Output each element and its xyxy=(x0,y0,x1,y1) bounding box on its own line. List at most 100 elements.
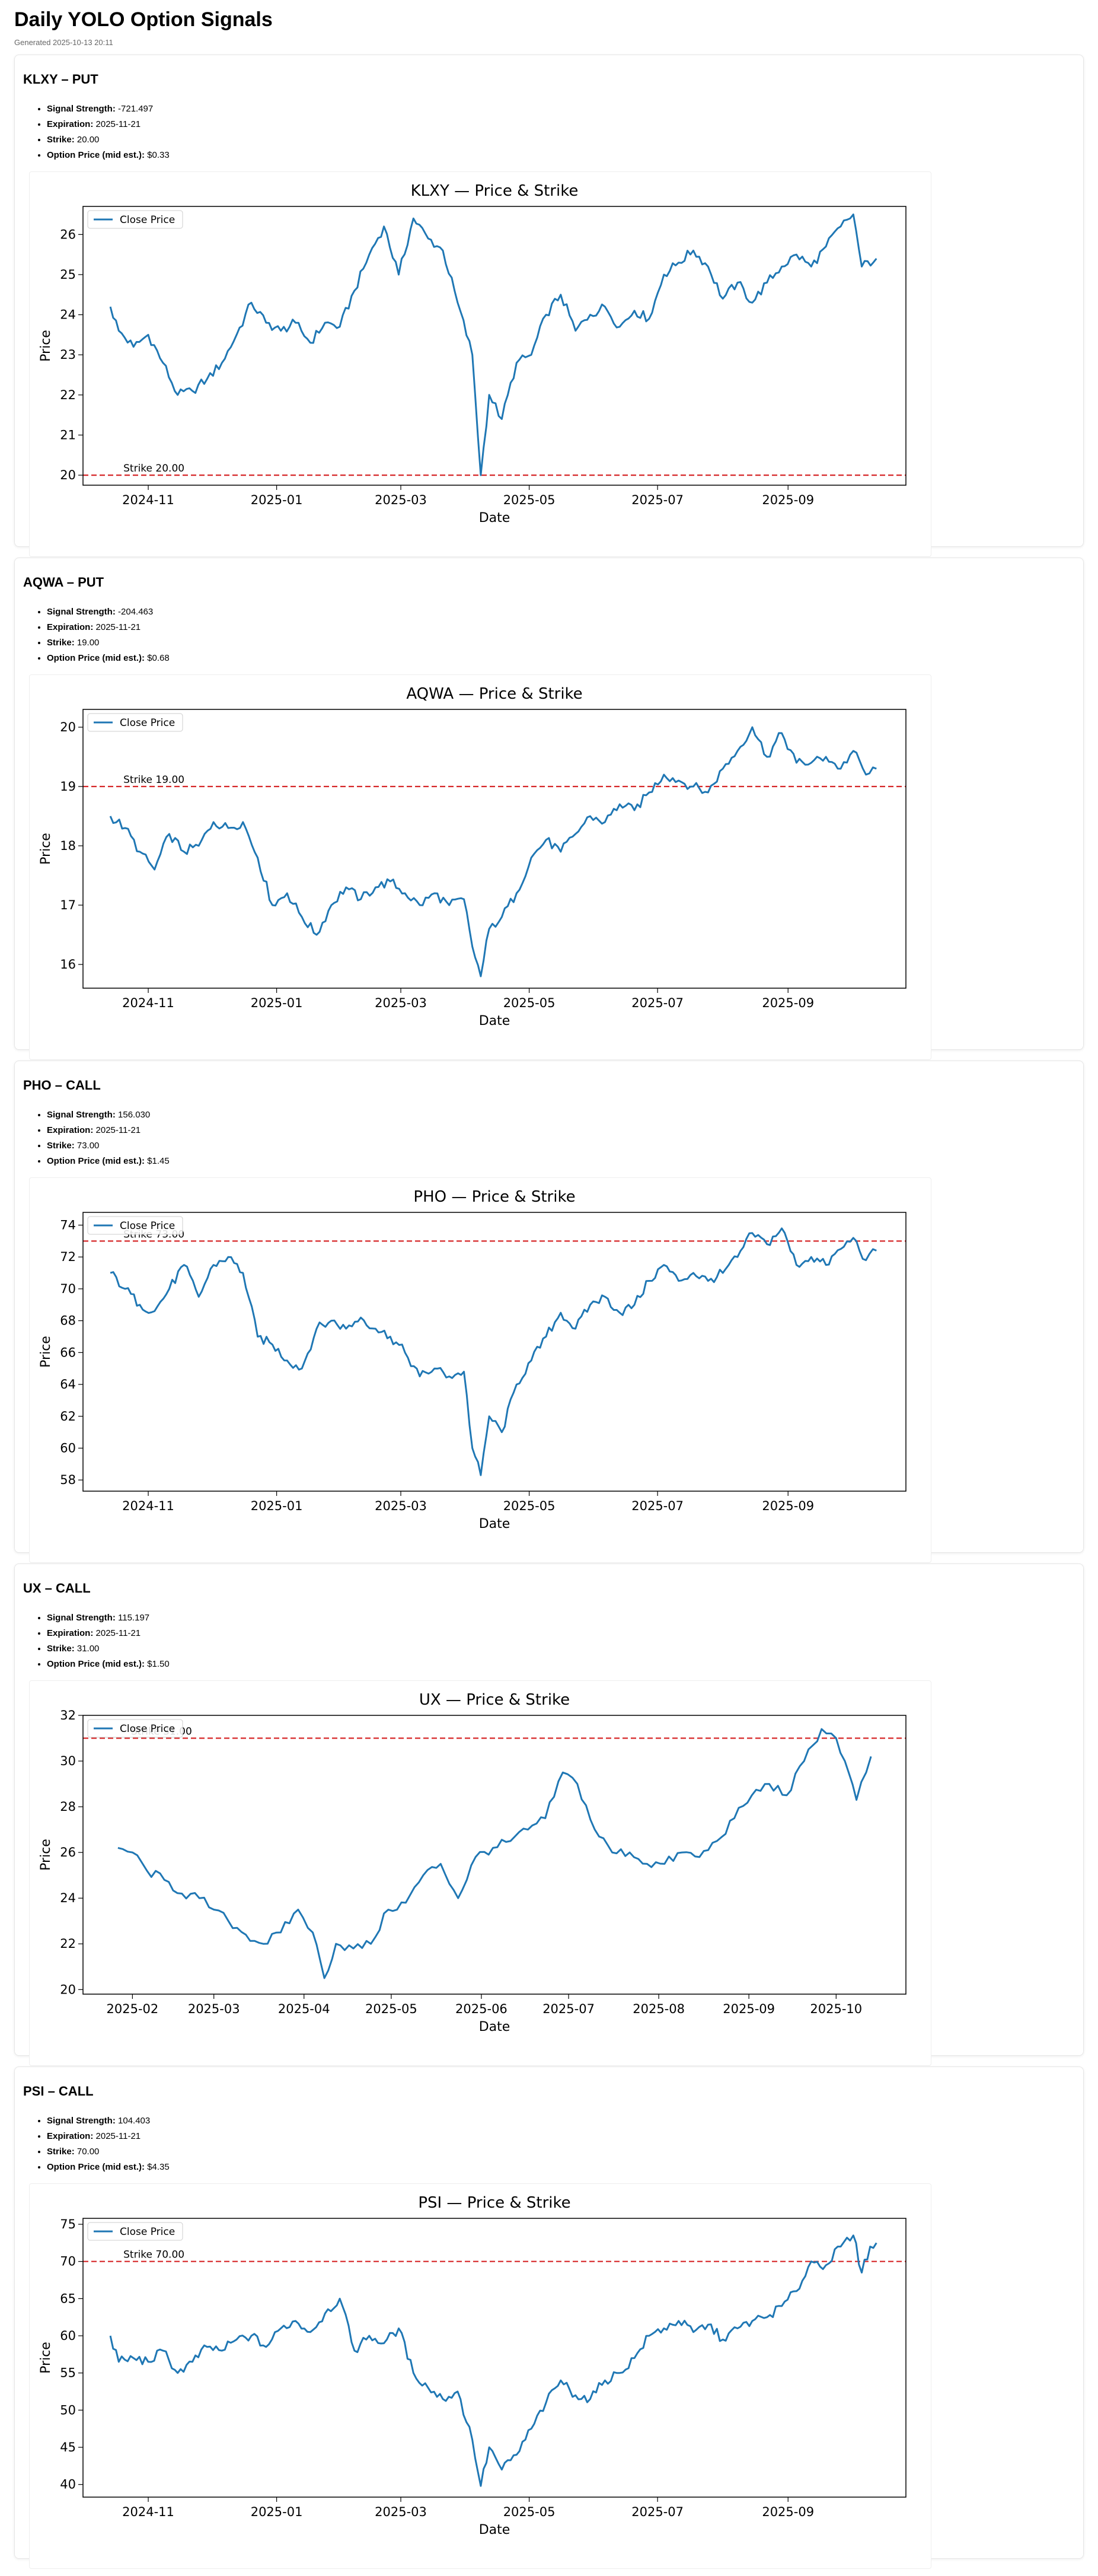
legend-box xyxy=(87,2222,183,2241)
strike-label: Strike: xyxy=(47,638,75,648)
close-price-line xyxy=(110,1227,877,1476)
x-tick-label: 2025-08 xyxy=(633,2002,685,2016)
legend: Close Price xyxy=(87,210,183,229)
y-axis-label: Price xyxy=(39,2342,53,2374)
expiration-label: Expiration: xyxy=(47,1628,94,1638)
x-tick-label: 2025-05 xyxy=(365,2002,417,2016)
x-tick-label: 2025-07 xyxy=(631,1499,684,1513)
option-price-label: Option Price (mid est.): xyxy=(47,150,145,160)
option-price-row: Option Price (mid est.): $4.35 xyxy=(47,2160,170,2175)
y-tick-label: 25 xyxy=(60,268,76,282)
x-tick-label: 2025-07 xyxy=(631,493,684,507)
chart-title: UX — Price & Strike xyxy=(419,1691,570,1709)
x-tick-label: 2025-01 xyxy=(251,996,303,1010)
x-tick-label: 2025-03 xyxy=(188,2002,240,2016)
y-tick-label: 23 xyxy=(60,348,76,362)
y-tick-label: 22 xyxy=(60,388,76,402)
option-price-label: Option Price (mid est.): xyxy=(47,2162,145,2172)
expiration-row: Expiration: 2025-11-21 xyxy=(47,1123,170,1138)
signal-card: UX – CALLSignal Strength: 115.197Expirat… xyxy=(14,1564,1084,2066)
x-tick-label: 2025-09 xyxy=(762,1499,814,1513)
x-tick-label: 2025-10 xyxy=(810,2002,862,2016)
expiration-value: 2025-11-21 xyxy=(95,1125,141,1135)
x-tick-label: 2025-07 xyxy=(631,996,684,1010)
signal-strength-value: -721.497 xyxy=(118,104,154,114)
signal-card: AQWA – PUTSignal Strength: -204.463Expir… xyxy=(14,558,1084,1060)
option-price-row: Option Price (mid est.): $1.50 xyxy=(47,1657,170,1672)
strike-row: Strike: 19.00 xyxy=(47,635,170,651)
strike-row: Strike: 70.00 xyxy=(47,2144,170,2160)
x-tick-label: 2024-11 xyxy=(122,493,174,507)
option-price-value: $4.35 xyxy=(147,2162,170,2172)
signal-strength-value: 104.403 xyxy=(118,2116,151,2126)
signal-strength-row: Signal Strength: 156.030 xyxy=(47,1107,170,1123)
legend-box xyxy=(87,713,183,732)
plot-frame xyxy=(82,1212,907,1492)
signal-strength-row: Signal Strength: 104.403 xyxy=(47,2113,170,2129)
plot-frame xyxy=(82,709,907,989)
price-chart: KLXY — Price & Strike 20 21 22 23 24 25 26 2024-… xyxy=(29,171,931,557)
legend-label: Close Price xyxy=(120,1723,175,1735)
chart-title: PHO — Price & Strike xyxy=(413,1188,575,1206)
legend-label: Close Price xyxy=(120,2226,175,2238)
legend-label: Close Price xyxy=(120,717,175,729)
plot-area xyxy=(83,1715,906,1994)
option-price-label: Option Price (mid est.): xyxy=(47,653,145,663)
expiration-label: Expiration: xyxy=(47,1125,94,1135)
chart-title: AQWA — Price & Strike xyxy=(406,685,582,703)
x-tick-label: 2025-05 xyxy=(503,996,556,1010)
signal-card: KLXY – PUTSignal Strength: -721.497Expir… xyxy=(14,55,1084,557)
y-tick-label: 66 xyxy=(60,1345,76,1359)
option-price-value: $0.33 xyxy=(147,150,170,160)
page-title: Daily YOLO Option Signals xyxy=(14,8,273,31)
x-tick-label: 2025-09 xyxy=(762,2505,814,2519)
price-chart-svg: UX — Price & Strike 20 22 24 26 28 30 32 2025-02… xyxy=(39,1691,907,2034)
strike-label: Strike: xyxy=(47,135,75,145)
y-tick-label: 70 xyxy=(60,1282,76,1296)
legend: Close Price xyxy=(87,2222,183,2241)
close-price-line xyxy=(109,726,877,977)
plot-frame xyxy=(82,2218,907,2498)
legend-box xyxy=(87,1719,183,1738)
x-tick-label: 2025-03 xyxy=(375,2505,427,2519)
option-price-value: $1.45 xyxy=(147,1156,170,1166)
strike-label: Strike 20.00 xyxy=(123,463,184,475)
chart-title: PSI — Price & Strike xyxy=(418,2194,570,2212)
price-chart: PHO — Price & Strike 58 60 62 64 66 68 70 72 74 20… xyxy=(29,1177,931,1563)
signal-card: PHO – CALLSignal Strength: 156.030Expira… xyxy=(14,1061,1084,1563)
plot-area xyxy=(83,206,906,485)
strike-label: Strike: xyxy=(47,1644,75,1654)
plot-area xyxy=(83,709,906,988)
signal-details: Signal Strength: 104.403Expiration: 2025… xyxy=(23,2113,170,2175)
signal-strength-label: Signal Strength: xyxy=(47,1110,116,1120)
y-tick-label: 40 xyxy=(60,2478,76,2492)
y-tick-label: 68 xyxy=(60,1314,76,1328)
signal-card: PSI – CALLSignal Strength: 104.403Expira… xyxy=(14,2066,1084,2569)
y-tick-label: 20 xyxy=(60,720,76,734)
legend: Close Price xyxy=(87,1719,183,1738)
x-tick-label: 2025-03 xyxy=(375,1499,427,1513)
x-tick-label: 2024-11 xyxy=(122,1499,174,1513)
expiration-label: Expiration: xyxy=(47,119,94,129)
x-tick-label: 2025-05 xyxy=(503,493,556,507)
close-price-line xyxy=(109,2234,877,2487)
signal-strength-value: 115.197 xyxy=(118,1613,150,1623)
signal-strength-label: Signal Strength: xyxy=(47,1613,116,1623)
x-tick-label: 2025-07 xyxy=(542,2002,595,2016)
strike-label: Strike: xyxy=(47,1141,75,1151)
signal-strength-row: Signal Strength: 115.197 xyxy=(47,1610,170,1626)
expiration-row: Expiration: 2025-11-21 xyxy=(47,1626,170,1641)
y-tick-label: 16 xyxy=(60,957,76,972)
expiration-label: Expiration: xyxy=(47,2131,94,2141)
chart-title: KLXY — Price & Strike xyxy=(411,182,579,200)
signal-strength-value: 156.030 xyxy=(118,1110,151,1120)
price-chart: PSI — Price & Strike 40 45 50 55 60 65 70 75 2024… xyxy=(29,2183,931,2569)
y-tick-label: 62 xyxy=(60,1409,76,1424)
x-tick-label: 2025-01 xyxy=(251,1499,303,1513)
y-tick-label: 21 xyxy=(60,428,76,442)
x-axis-label: Date xyxy=(479,511,510,526)
expiration-row: Expiration: 2025-11-21 xyxy=(47,2129,170,2144)
signal-strength-label: Signal Strength: xyxy=(47,607,116,617)
price-chart: AQWA — Price & Strike 16 17 18 19 20 2024-11 20… xyxy=(29,674,931,1060)
